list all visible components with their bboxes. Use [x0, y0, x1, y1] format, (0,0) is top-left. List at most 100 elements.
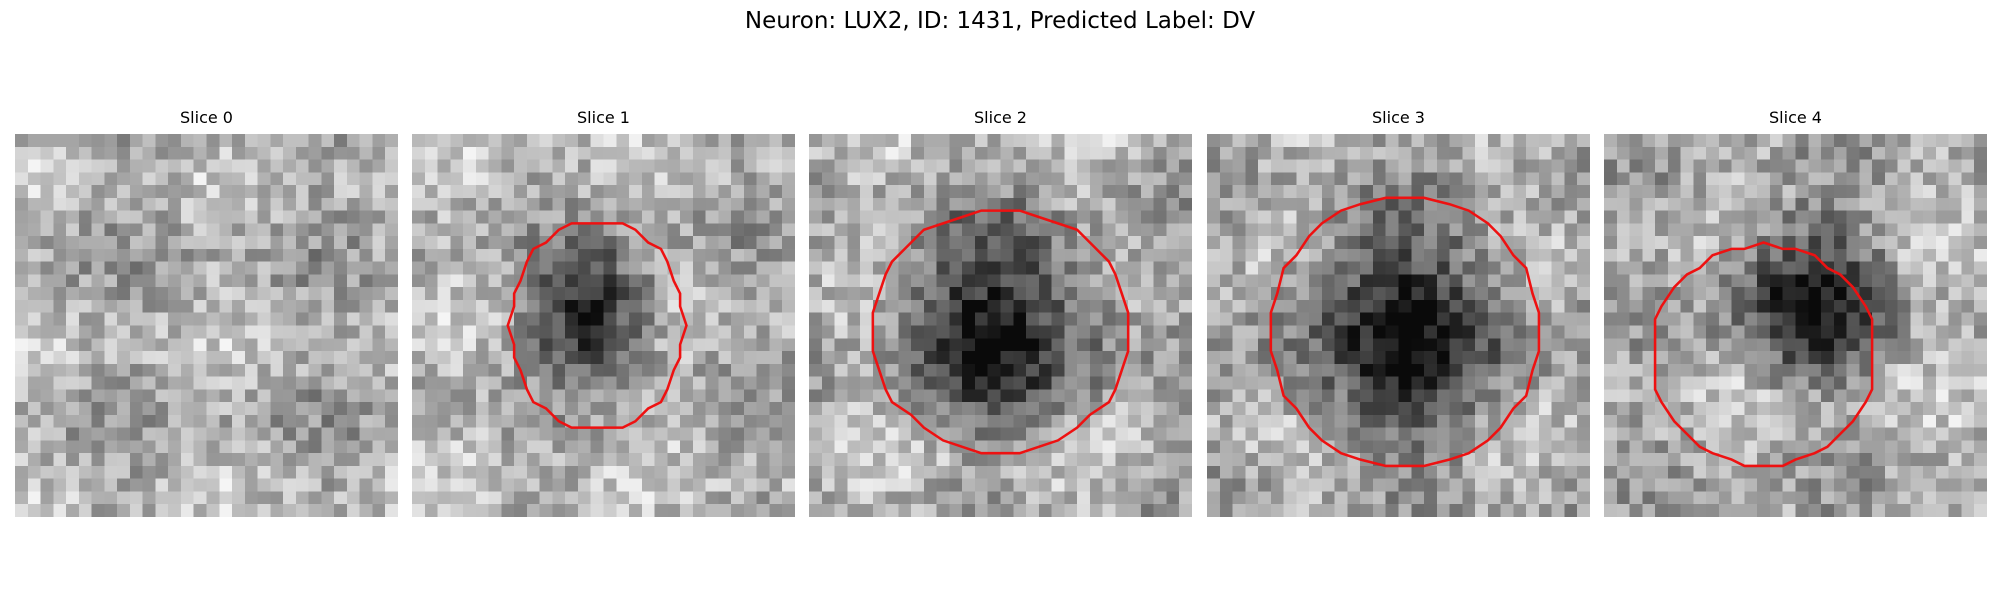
- pixel: [15, 351, 28, 364]
- pixel: [129, 504, 143, 517]
- pixel: [1321, 185, 1335, 198]
- pixel: [860, 440, 873, 454]
- pixel: [1910, 325, 1924, 339]
- pixel: [1923, 312, 1936, 326]
- pixel: [1538, 210, 1552, 224]
- pixel: [1321, 427, 1335, 441]
- pixel: [1153, 363, 1167, 377]
- pixel: [437, 312, 451, 326]
- pixel: [257, 236, 271, 249]
- pixel: [1564, 402, 1578, 415]
- pixel: [603, 146, 617, 160]
- pixel: [692, 236, 706, 249]
- pixel: [1385, 453, 1399, 466]
- pixel: [1846, 325, 1860, 339]
- pixel: [885, 223, 899, 237]
- pixel: [1629, 402, 1643, 415]
- pixel: [1642, 236, 1656, 249]
- pixel: [475, 325, 489, 339]
- pixel: [1372, 274, 1386, 288]
- pixel: [1398, 389, 1412, 403]
- pixel: [1642, 504, 1656, 517]
- pixel: [321, 159, 335, 173]
- pixel: [974, 236, 988, 249]
- pixel: [680, 223, 693, 237]
- pixel: [514, 312, 527, 326]
- pixel: [1513, 453, 1527, 466]
- pixel: [117, 236, 130, 249]
- pixel: [552, 402, 566, 415]
- pixel: [1551, 504, 1565, 517]
- pixel: [244, 414, 258, 428]
- pixel: [1935, 299, 1949, 313]
- pixel: [680, 287, 693, 300]
- pixel: [911, 465, 924, 479]
- pixel: [1616, 427, 1630, 441]
- pixel: [168, 389, 181, 403]
- pixel: [283, 453, 296, 466]
- pixel: [1551, 236, 1565, 249]
- pixel: [66, 261, 79, 275]
- pixel: [539, 453, 553, 466]
- pixel: [1219, 491, 1233, 505]
- pixel: [1475, 197, 1488, 211]
- pixel: [412, 465, 425, 479]
- pixel: [1974, 197, 1987, 211]
- pixel: [1795, 261, 1809, 275]
- pixel: [1436, 261, 1450, 275]
- pixel: [450, 376, 464, 390]
- pixel: [180, 389, 194, 403]
- pixel: [501, 440, 515, 454]
- pixel: [334, 223, 347, 237]
- pixel: [782, 376, 795, 390]
- pixel: [104, 146, 118, 160]
- pixel: [1731, 274, 1745, 288]
- pixel: [1115, 453, 1129, 466]
- pixel: [705, 325, 719, 339]
- pixel: [936, 261, 950, 275]
- pixel: [1321, 274, 1335, 288]
- pixel: [193, 299, 207, 313]
- pixel: [603, 172, 617, 186]
- pixel: [731, 491, 744, 505]
- pixel: [66, 299, 79, 313]
- pixel: [117, 351, 130, 364]
- pixel: [1258, 274, 1271, 288]
- pixel: [1897, 287, 1911, 300]
- pixel: [1064, 504, 1078, 517]
- pixel: [539, 223, 553, 237]
- pixel: [1436, 440, 1450, 454]
- pixel: [1487, 504, 1501, 517]
- pixel: [1140, 338, 1154, 352]
- pixel: [565, 159, 578, 173]
- pixel: [898, 325, 912, 339]
- pixel: [501, 185, 515, 198]
- pixel: [129, 185, 143, 198]
- pixel: [1884, 376, 1898, 390]
- pixel: [1089, 453, 1103, 466]
- pixel: [1629, 478, 1643, 492]
- pixel: [1577, 185, 1590, 198]
- pixel: [1207, 325, 1220, 339]
- pixel: [372, 363, 386, 377]
- pixel: [680, 197, 693, 211]
- pixel: [1166, 376, 1180, 390]
- pixel: [667, 248, 681, 262]
- pixel: [27, 210, 41, 224]
- pixel: [1961, 338, 1975, 352]
- pixel: [1475, 491, 1488, 505]
- pixel: [1897, 351, 1911, 364]
- pixel: [1270, 261, 1284, 275]
- pixel: [705, 274, 719, 288]
- pixel: [78, 491, 92, 505]
- pixel: [475, 223, 489, 237]
- pixel: [1577, 236, 1590, 249]
- pixel: [911, 478, 924, 492]
- pixel: [1884, 185, 1898, 198]
- pixel: [629, 172, 642, 186]
- pixel: [424, 427, 438, 441]
- pixel: [78, 402, 92, 415]
- pixel: [629, 261, 642, 275]
- pixel: [1642, 376, 1656, 390]
- pixel: [180, 185, 194, 198]
